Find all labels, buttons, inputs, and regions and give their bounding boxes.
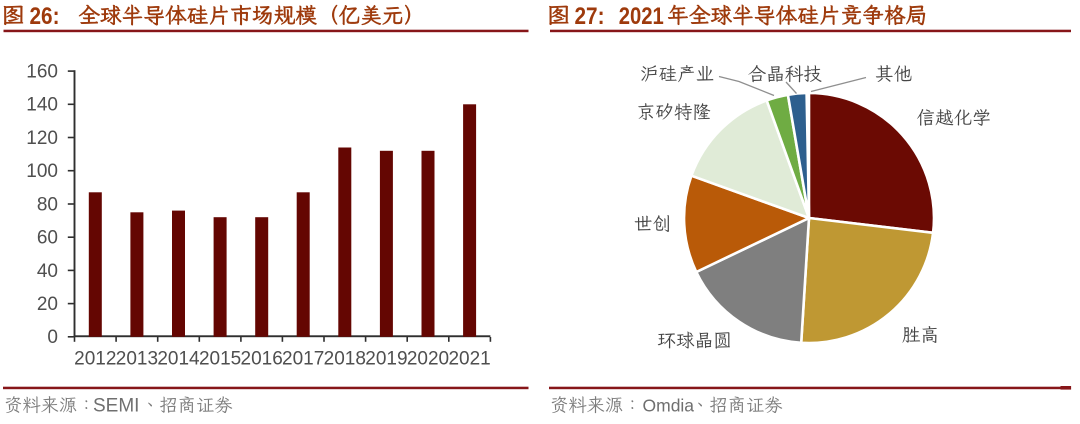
- svg-text:2021: 2021: [448, 349, 490, 370]
- svg-text:2019: 2019: [365, 349, 407, 370]
- svg-text:2015: 2015: [199, 349, 241, 370]
- svg-text:140: 140: [26, 95, 58, 116]
- svg-text:160: 160: [26, 62, 58, 83]
- svg-text:100: 100: [26, 161, 58, 182]
- svg-text:2020: 2020: [407, 349, 449, 370]
- svg-text:2017: 2017: [282, 349, 324, 370]
- svg-text:2012: 2012: [74, 349, 116, 370]
- svg-text:120: 120: [26, 128, 58, 149]
- svg-text:2013: 2013: [116, 349, 158, 370]
- svg-text:2016: 2016: [241, 349, 283, 370]
- svg-text:2018: 2018: [324, 349, 366, 370]
- svg-text:80: 80: [37, 194, 58, 215]
- svg-text:2021: 2021: [619, 3, 664, 30]
- svg-text:Omdia: Omdia: [643, 396, 695, 416]
- svg-text:SEMI: SEMI: [93, 396, 139, 417]
- svg-text:40: 40: [37, 261, 58, 282]
- svg-text:20: 20: [37, 294, 58, 315]
- svg-text:26:: 26:: [30, 3, 60, 30]
- svg-text:27:: 27:: [575, 3, 605, 30]
- svg-text:60: 60: [37, 228, 58, 249]
- svg-text:2014: 2014: [157, 349, 200, 370]
- svg-text:0: 0: [47, 327, 58, 348]
